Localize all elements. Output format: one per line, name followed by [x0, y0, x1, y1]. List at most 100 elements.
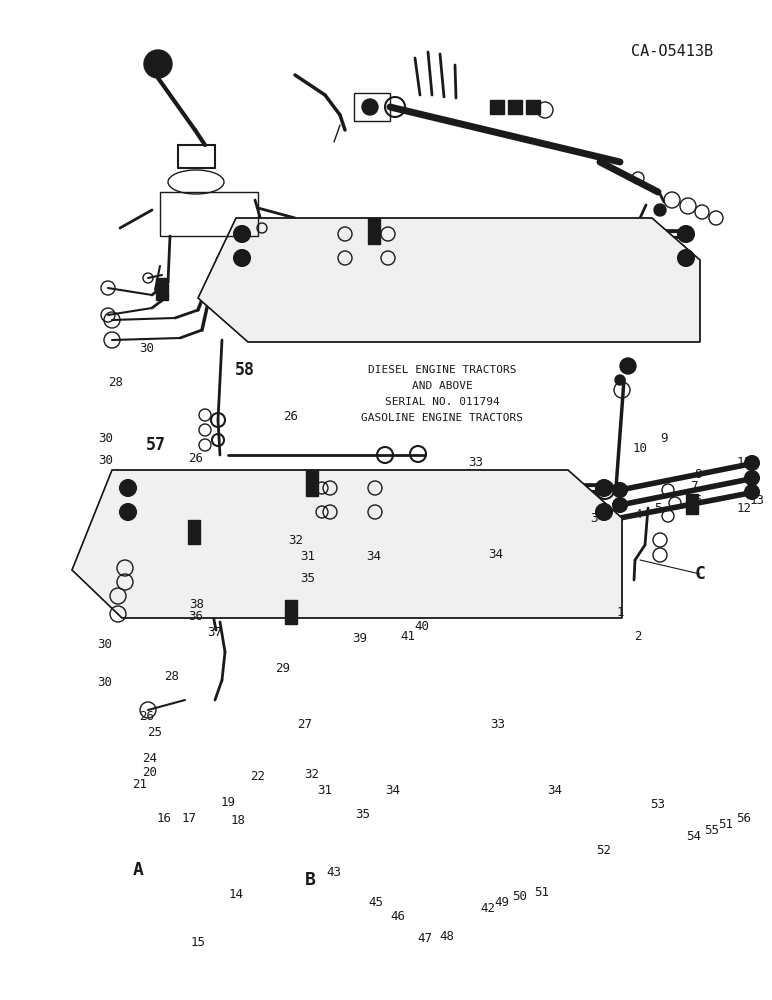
Text: 17: 17 — [181, 812, 197, 824]
Text: 6: 6 — [694, 493, 702, 506]
Text: SERIAL NO. 011794: SERIAL NO. 011794 — [384, 397, 499, 407]
Text: 48: 48 — [439, 930, 455, 942]
Text: 34: 34 — [385, 784, 401, 796]
Text: 4: 4 — [635, 508, 642, 520]
Text: 32: 32 — [289, 534, 303, 548]
Text: 2: 2 — [635, 630, 642, 643]
Text: 35: 35 — [355, 808, 371, 822]
Text: 28: 28 — [164, 670, 180, 682]
Text: 45: 45 — [368, 896, 384, 910]
Text: 33: 33 — [469, 456, 483, 468]
Text: 30: 30 — [99, 454, 113, 466]
Circle shape — [745, 456, 759, 470]
Text: 29: 29 — [276, 662, 290, 674]
Text: 1: 1 — [616, 605, 624, 618]
Circle shape — [745, 485, 759, 499]
Text: B: B — [305, 871, 316, 889]
Text: 3: 3 — [591, 512, 598, 524]
Text: 16: 16 — [157, 812, 171, 824]
Text: 34: 34 — [547, 784, 563, 796]
Bar — [156, 278, 168, 300]
Text: 36: 36 — [188, 610, 204, 624]
Text: 46: 46 — [391, 910, 405, 922]
Text: 43: 43 — [327, 866, 341, 880]
Text: 18: 18 — [231, 814, 245, 826]
Circle shape — [613, 498, 627, 512]
Text: 52: 52 — [597, 844, 611, 856]
Text: 56: 56 — [736, 812, 751, 824]
Text: 5: 5 — [654, 502, 662, 514]
Text: 11: 11 — [736, 456, 751, 468]
Text: 8: 8 — [694, 468, 702, 481]
Text: 31: 31 — [317, 784, 333, 796]
Text: C: C — [695, 565, 706, 583]
Text: 22: 22 — [250, 770, 266, 782]
Text: 49: 49 — [495, 896, 510, 908]
Bar — [306, 470, 318, 496]
Text: 32: 32 — [304, 768, 320, 782]
Text: 24: 24 — [143, 752, 157, 764]
Text: AND ABOVE: AND ABOVE — [411, 381, 472, 391]
Text: 20: 20 — [143, 766, 157, 780]
Text: 9: 9 — [660, 432, 668, 446]
Text: 54: 54 — [686, 830, 702, 842]
Text: 12: 12 — [736, 502, 751, 516]
Text: A: A — [133, 861, 144, 879]
Text: 10: 10 — [632, 442, 648, 454]
Text: 30: 30 — [97, 638, 113, 650]
Text: GASOLINE ENGINE TRACTORS: GASOLINE ENGINE TRACTORS — [361, 413, 523, 423]
Text: CA-O5413B: CA-O5413B — [631, 44, 713, 60]
Text: 38: 38 — [189, 597, 205, 610]
Text: 34: 34 — [367, 550, 381, 564]
Text: 41: 41 — [401, 631, 415, 644]
Polygon shape — [198, 218, 700, 342]
Text: 15: 15 — [191, 936, 205, 948]
Bar — [160, 192, 258, 236]
Circle shape — [596, 504, 612, 520]
Text: 13: 13 — [750, 494, 764, 508]
Circle shape — [620, 358, 636, 374]
Bar — [508, 100, 522, 114]
Circle shape — [120, 480, 136, 496]
Text: 40: 40 — [415, 619, 429, 633]
Circle shape — [120, 504, 136, 520]
Text: 30: 30 — [99, 432, 113, 444]
Text: 26: 26 — [283, 410, 299, 424]
Text: 25: 25 — [147, 726, 162, 740]
Text: 34: 34 — [489, 548, 503, 560]
Text: 47: 47 — [418, 932, 432, 944]
Bar — [354, 93, 390, 121]
Circle shape — [615, 375, 625, 385]
Text: 21: 21 — [133, 778, 147, 792]
Text: 19: 19 — [221, 796, 235, 808]
Text: 35: 35 — [300, 572, 316, 584]
Text: 14: 14 — [229, 888, 243, 902]
Circle shape — [144, 50, 172, 78]
Polygon shape — [72, 470, 622, 618]
Text: 31: 31 — [300, 550, 316, 564]
Circle shape — [678, 250, 694, 266]
Text: 58: 58 — [235, 361, 255, 379]
Circle shape — [362, 99, 378, 115]
Text: 7: 7 — [690, 481, 698, 493]
Circle shape — [234, 250, 250, 266]
Circle shape — [234, 226, 250, 242]
Text: 50: 50 — [513, 890, 527, 904]
Text: 30: 30 — [97, 676, 113, 688]
Text: 27: 27 — [297, 718, 313, 730]
Text: 42: 42 — [480, 902, 496, 914]
Text: 51: 51 — [534, 886, 550, 898]
Text: 26: 26 — [188, 452, 204, 464]
Text: 55: 55 — [705, 824, 720, 836]
Text: 28: 28 — [109, 375, 124, 388]
Text: 26: 26 — [140, 710, 154, 724]
Bar — [285, 600, 297, 624]
Circle shape — [613, 483, 627, 497]
Text: DIESEL ENGINE TRACTORS: DIESEL ENGINE TRACTORS — [367, 365, 516, 375]
Bar — [188, 520, 200, 544]
Circle shape — [745, 471, 759, 485]
Text: 30: 30 — [140, 342, 154, 355]
Text: 37: 37 — [208, 626, 222, 640]
Text: 53: 53 — [651, 798, 665, 810]
Bar — [368, 218, 380, 244]
